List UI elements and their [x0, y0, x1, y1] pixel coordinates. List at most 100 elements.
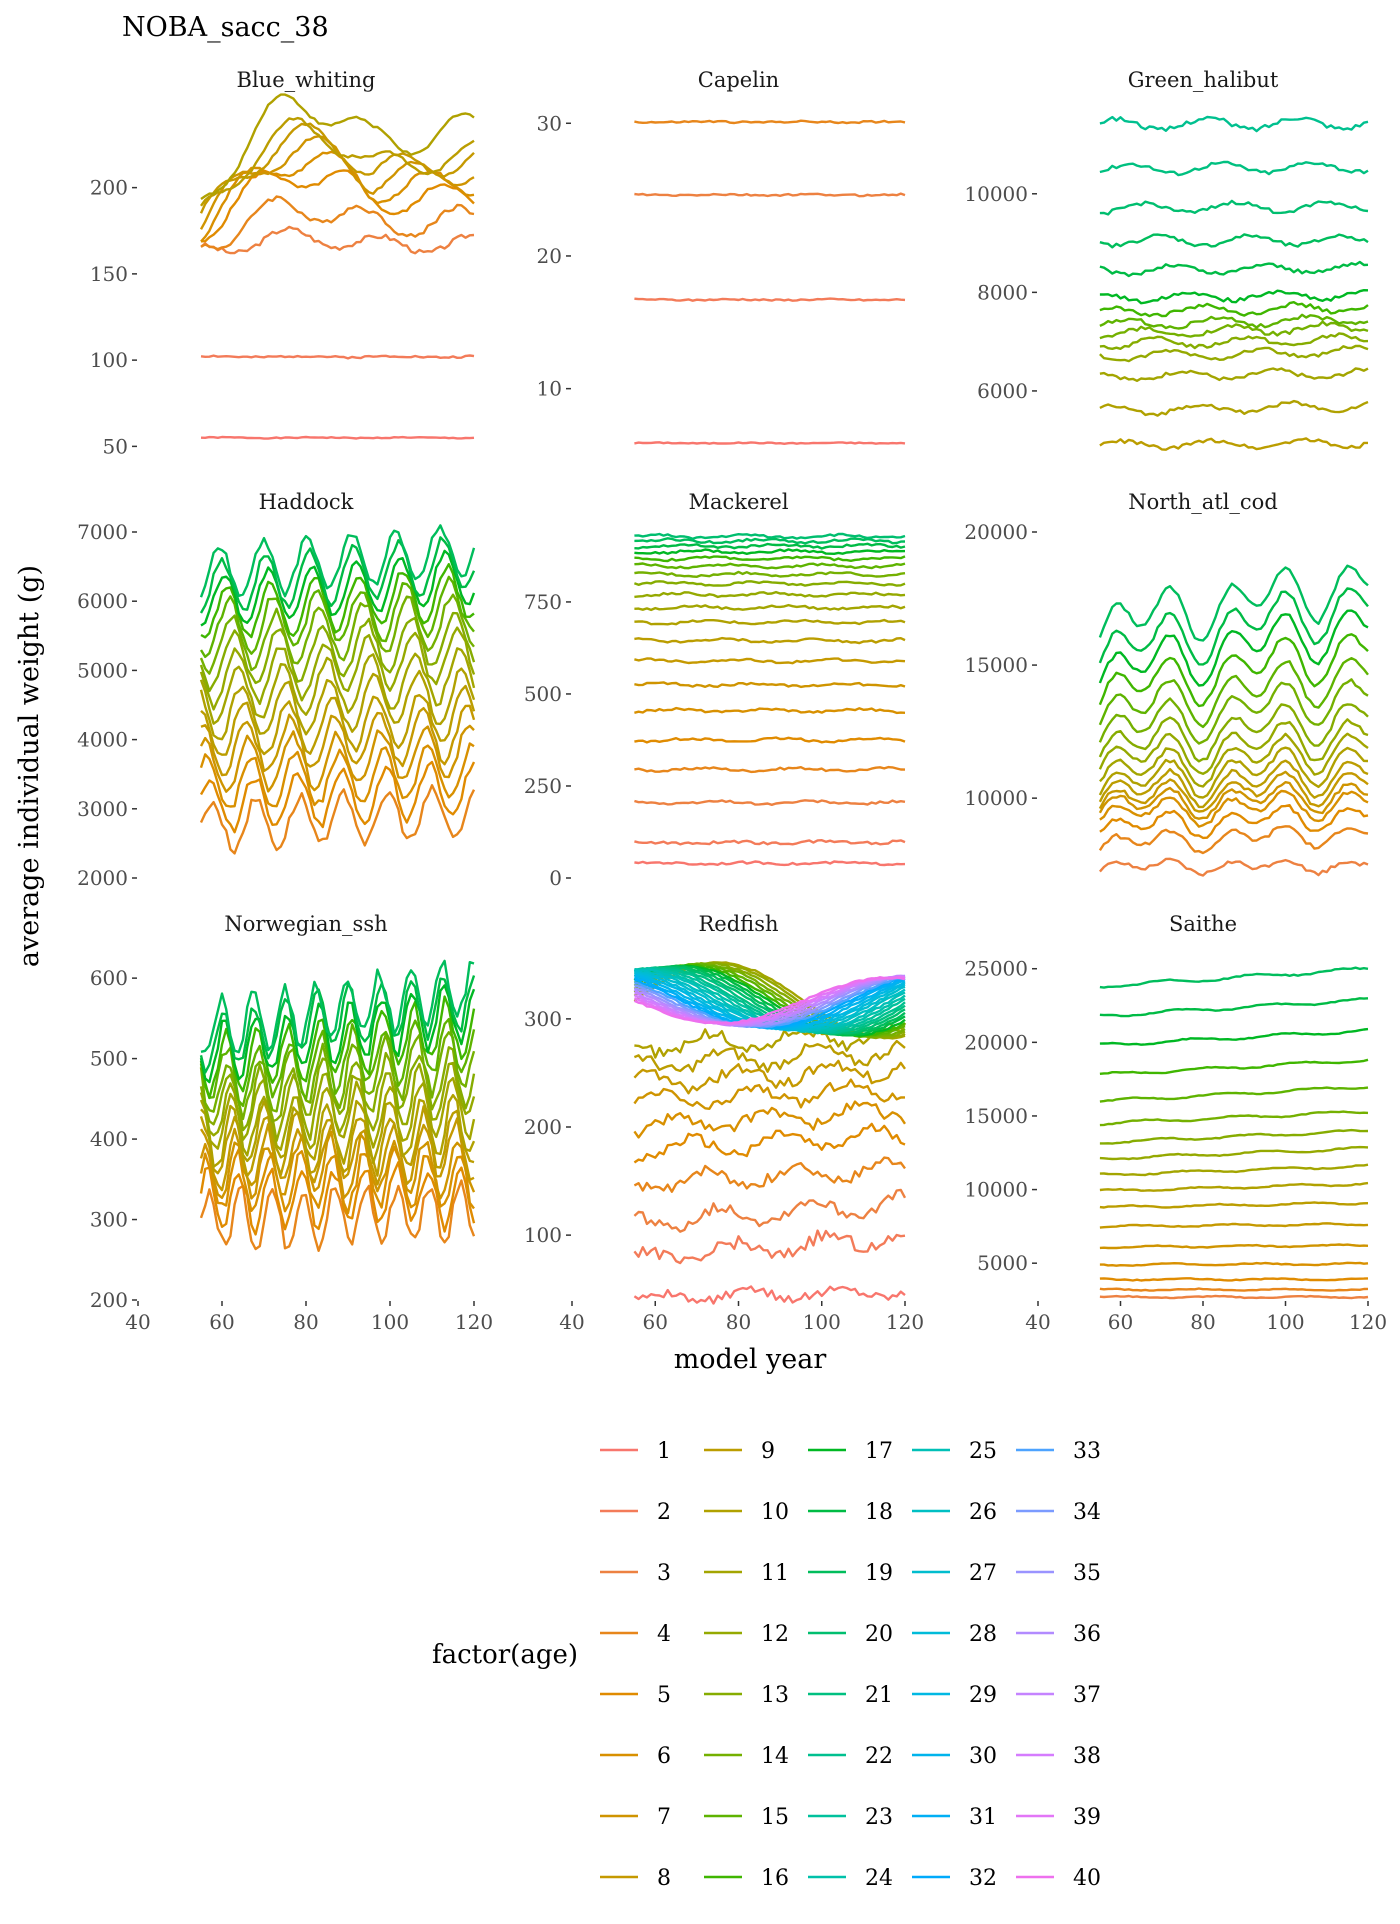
series-line-age-8 [633, 1059, 906, 1095]
legend-label: 36 [1073, 1622, 1101, 1647]
legend-label: 35 [1073, 1561, 1101, 1586]
legend-label: 37 [1073, 1683, 1101, 1708]
y-tick-label: 15000 [964, 653, 1028, 677]
series-line-age-6 [633, 1100, 906, 1139]
series-line-age-15 [1098, 657, 1369, 729]
legend-label: 6 [657, 1744, 671, 1769]
series-line-age-11 [1099, 367, 1369, 382]
series-line-age-13 [199, 611, 476, 693]
y-tick-label: 15000 [964, 1104, 1028, 1128]
series-line-age-9 [1098, 759, 1369, 809]
legend-label: 4 [657, 1622, 671, 1647]
legend-label: 34 [1073, 1500, 1101, 1525]
series-line-age-3 [633, 1188, 907, 1233]
panel-title: Capelin [698, 68, 779, 92]
series-line-age-9 [1099, 1201, 1369, 1209]
panel-saithe: Saithe 5000 10000 15000 20000 25000 40 60 80 100 1… [964, 912, 1387, 1334]
series-line-age-7 [634, 681, 906, 689]
series-line-age-5 [1099, 804, 1369, 840]
y-tick-label: 500 [90, 1047, 128, 1071]
series-line-age-1 [634, 441, 906, 445]
series-line-age-8 [200, 704, 476, 777]
x-tick-label: 100 [371, 1310, 409, 1334]
y-tick-label: 20000 [964, 1030, 1028, 1054]
x-tick-label: 120 [886, 1310, 924, 1334]
series-line-age-3 [200, 225, 475, 255]
series-line-age-18 [633, 964, 906, 1037]
series-line-age-11 [634, 603, 906, 612]
y-tick-label: 10 [537, 377, 562, 401]
legend-title: factor(age) [432, 1640, 578, 1670]
series-line-age-7 [199, 724, 475, 793]
legend-label: 23 [865, 1805, 893, 1830]
chart-title: NOBA_sacc_38 [122, 12, 329, 43]
x-tick-label: 40 [559, 1310, 584, 1334]
series-line-age-5 [633, 1122, 906, 1164]
series-line-age-18 [1099, 997, 1369, 1018]
y-tick-label: 20000 [964, 520, 1028, 544]
series-line-age-4 [199, 784, 476, 855]
legend-label: 39 [1073, 1805, 1101, 1830]
legend-label: 25 [969, 1439, 997, 1464]
series-line-age-16 [1099, 301, 1369, 318]
series-line-age-10 [200, 1093, 476, 1168]
series-line-age-1 [200, 435, 475, 440]
y-tick-label: 25000 [964, 957, 1028, 981]
series-line-age-4 [1098, 825, 1369, 855]
series-line-age-19 [634, 537, 906, 545]
x-tick-label: 40 [125, 1310, 150, 1334]
series-line-age-17 [1099, 289, 1369, 305]
series-line-age-12 [1099, 344, 1369, 363]
y-tick-label: 10000 [964, 1178, 1028, 1202]
x-axis-title: model year [674, 1344, 827, 1375]
series-line-age-15 [634, 562, 906, 570]
panels: Blue_whiting 50 100 150 200 Capelin 10 20 30 Gree… [77, 68, 1387, 1334]
legend-label: 31 [969, 1805, 997, 1830]
series-line-age-14 [199, 593, 475, 675]
series-line-age-11 [1099, 1163, 1369, 1177]
legend-label: 3 [657, 1561, 671, 1586]
series-line-age-13 [1099, 332, 1369, 350]
series-line-age-10 [634, 618, 906, 626]
series-line-age-19 [1099, 966, 1369, 989]
series-line-age-17 [1099, 1027, 1369, 1046]
series-line-age-7 [1098, 781, 1369, 820]
series-line-age-8 [634, 657, 906, 665]
legend-label: 29 [969, 1683, 997, 1708]
series-line-age-12 [199, 626, 476, 711]
panel-green_halibut: Green_halibut 6000 8000 10000 [964, 68, 1369, 451]
series-line-age-40 [633, 975, 906, 1025]
series-line-age-17 [634, 548, 906, 555]
series-line-age-5 [199, 760, 476, 834]
legend-label: 9 [761, 1439, 775, 1464]
series-line-age-12 [199, 1061, 476, 1143]
legend-label: 21 [865, 1683, 893, 1708]
legend-label: 8 [657, 1866, 671, 1891]
y-tick-label: 50 [103, 434, 128, 458]
y-tick-label: 200 [524, 1115, 562, 1139]
series-line-age-9 [633, 1039, 906, 1073]
series-line-age-20 [634, 965, 906, 1035]
series-line-age-10 [1099, 1181, 1369, 1192]
series-line-age-13 [1099, 1128, 1369, 1145]
series-line-age-14 [1098, 678, 1369, 745]
series-line-age-15 [199, 575, 475, 659]
series-line-age-15 [1099, 313, 1369, 330]
y-tick-label: 0 [549, 866, 562, 890]
series-line-age-5 [1099, 1277, 1369, 1282]
series-line-age-17 [1098, 609, 1369, 687]
series-line-age-3 [1099, 1294, 1369, 1300]
series-line-age-7 [633, 1078, 906, 1111]
series-line-age-9 [200, 116, 475, 207]
series-line-age-19 [200, 959, 475, 1054]
series-line-age-15 [199, 1017, 476, 1108]
panel-capelin: Capelin 10 20 30 [537, 68, 906, 445]
series-line-age-12 [634, 590, 906, 599]
series-line-age-3 [634, 799, 906, 806]
series-line-age-18 [199, 536, 476, 614]
y-tick-label: 250 [524, 774, 562, 798]
series-line-age-10 [199, 667, 476, 741]
series-line-age-4 [633, 1156, 906, 1193]
y-tick-label: 5000 [77, 658, 128, 682]
panel-norwegian_ssh: Norwegian_ssh 200 300 400 500 600 40 60 80 100 120 [90, 912, 493, 1334]
